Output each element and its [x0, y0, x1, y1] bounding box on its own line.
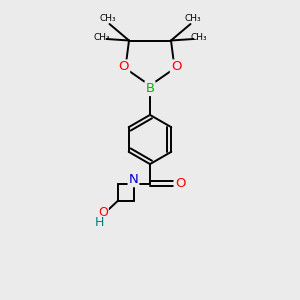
Text: N: N — [129, 173, 138, 186]
Text: CH₃: CH₃ — [93, 33, 110, 42]
Text: H: H — [94, 217, 104, 230]
Text: B: B — [146, 82, 154, 95]
Text: CH₃: CH₃ — [99, 14, 116, 23]
Text: CH₃: CH₃ — [190, 33, 207, 42]
Text: O: O — [98, 206, 108, 219]
Text: O: O — [119, 60, 129, 74]
Text: CH₃: CH₃ — [184, 14, 201, 23]
Text: O: O — [171, 60, 181, 74]
Text: O: O — [175, 177, 185, 190]
